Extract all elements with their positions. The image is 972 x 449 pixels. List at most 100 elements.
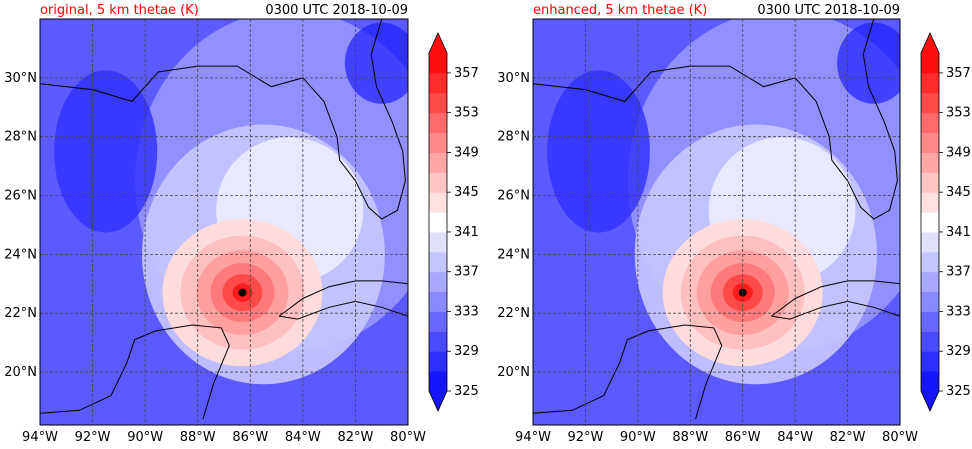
colorbar-segment — [921, 112, 939, 134]
coastline-yucatan — [40, 324, 230, 420]
panel-title-left: enhanced, 5 km thetae (K) — [533, 3, 707, 18]
colorbar-segment — [921, 92, 939, 114]
x-tick-label: 90°W — [127, 430, 163, 445]
coastline-cuba — [278, 280, 408, 317]
colorbar-tick-label: 349 — [454, 145, 479, 160]
map-field — [533, 19, 900, 425]
panel-title-right: 0300 UTC 2018-10-09 — [757, 3, 900, 18]
colorbar-tick-label: 349 — [946, 145, 971, 160]
colorbar-segment — [429, 311, 447, 332]
colorbar-outline — [920, 32, 940, 412]
storm-center-marker — [738, 288, 747, 297]
colorbar-segment — [429, 231, 447, 253]
x-tick-label: 82°W — [337, 430, 373, 445]
colorbar-segment — [429, 172, 447, 193]
field-region — [547, 70, 650, 233]
x-tick-label: 84°W — [777, 430, 813, 445]
colorbar-segment — [921, 331, 939, 352]
colorbar-segment — [921, 311, 939, 332]
map-frame — [532, 18, 901, 426]
colorbar-tick-label: 333 — [946, 304, 971, 319]
x-tick-label: 88°W — [672, 430, 708, 445]
y-tick-label: 24°N — [497, 247, 530, 262]
x-tick-label: 80°W — [390, 430, 426, 445]
y-tick-label: 30°N — [4, 71, 37, 86]
coastline-cuba — [279, 300, 408, 320]
x-tick-label: 80°W — [882, 430, 918, 445]
axis-ticks: 94°W 92°W 90°W 88°W 86°W 84°W 82°W 80°W 20°N 22°N… — [497, 71, 918, 445]
colorbar-segment — [429, 371, 447, 392]
colorbar-tick-label: 353 — [454, 106, 479, 121]
x-tick-label: 94°W — [515, 430, 551, 445]
colorbar-segment — [921, 251, 939, 273]
map-frame — [39, 18, 409, 426]
colorbar-tick-label: 357 — [946, 66, 971, 81]
panel-enhanced: enhanced, 5 km thetae (K) 0300 UTC 2018-… — [497, 3, 971, 445]
colorbar-tick-label: 345 — [454, 185, 479, 200]
y-tick-label: 24°N — [4, 247, 37, 262]
colorbar-tick-label: 337 — [946, 265, 971, 280]
colorbar-segment — [921, 192, 939, 213]
panel-title-left: original, 5 km thetae (K) — [40, 3, 199, 18]
y-tick-label: 30°N — [497, 71, 530, 86]
x-tick-label: 94°W — [22, 430, 58, 445]
colorbar-segment — [429, 152, 447, 173]
y-tick-label: 26°N — [4, 189, 37, 204]
colorbar-segment — [429, 291, 447, 312]
colorbar-extend-max — [921, 33, 939, 53]
x-tick-label: 92°W — [75, 430, 111, 445]
colorbar-segment — [429, 331, 447, 352]
colorbar-segment — [429, 351, 447, 372]
colorbar-outline — [428, 32, 448, 412]
y-tick-label: 26°N — [497, 189, 530, 204]
colorbar-tick-label: 341 — [454, 225, 479, 240]
colorbar-tick-label: 333 — [454, 304, 479, 319]
colorbar-segment — [429, 251, 447, 273]
colorbar-tick-label: 329 — [454, 344, 479, 359]
colorbar-segment — [921, 132, 939, 153]
x-tick-label: 82°W — [830, 430, 866, 445]
colorbar-tick-label: 329 — [946, 344, 971, 359]
x-tick-label: 88°W — [180, 430, 216, 445]
colorbar-extend-min — [921, 391, 939, 411]
colorbar-tick-label: 325 — [946, 384, 971, 399]
colorbar-segment — [429, 271, 447, 293]
x-tick-label: 90°W — [620, 430, 656, 445]
colorbar-segment — [429, 212, 447, 233]
colorbar-segment — [921, 371, 939, 392]
colorbar-segment — [921, 53, 939, 74]
panel-title-right: 0300 UTC 2018-10-09 — [265, 3, 408, 18]
x-tick-label: 84°W — [285, 430, 321, 445]
map-field — [40, 19, 408, 425]
y-tick-label: 22°N — [4, 306, 37, 321]
y-tick-label: 20°N — [497, 365, 530, 380]
colorbar-extend-max — [429, 33, 447, 53]
colorbar-tick-label: 345 — [946, 185, 971, 200]
colorbar-segment — [921, 172, 939, 193]
field-region — [54, 70, 158, 233]
colorbar-segment — [921, 271, 939, 293]
colorbar-segment — [429, 53, 447, 74]
colorbar-segment — [921, 291, 939, 312]
coastline — [533, 19, 898, 220]
colorbar-tick-label: 337 — [454, 265, 479, 280]
colorbar-segment — [921, 351, 939, 372]
coastline-cuba — [771, 300, 900, 320]
colorbar-segment — [921, 231, 939, 253]
colorbar-segment — [429, 132, 447, 153]
colorbar-segment — [429, 192, 447, 213]
coastline-cuba — [771, 280, 900, 317]
y-tick-label: 28°N — [4, 130, 37, 145]
axis-ticks: 94°W 92°W 90°W 88°W 86°W 84°W 82°W 80°W 20°N 22°N… — [4, 71, 426, 445]
colorbar-segment — [429, 112, 447, 134]
colorbar-segment — [429, 72, 447, 94]
colorbar-segment — [921, 152, 939, 173]
x-tick-label: 86°W — [232, 430, 268, 445]
colorbar: 325 329 333 337 341 345 349 353 357 — [920, 32, 971, 412]
field-region — [344, 22, 408, 104]
colorbar-tick-label: 353 — [946, 106, 971, 121]
colorbar-extend-min — [429, 391, 447, 411]
coastline-yucatan — [533, 324, 723, 420]
coastline — [40, 19, 406, 220]
